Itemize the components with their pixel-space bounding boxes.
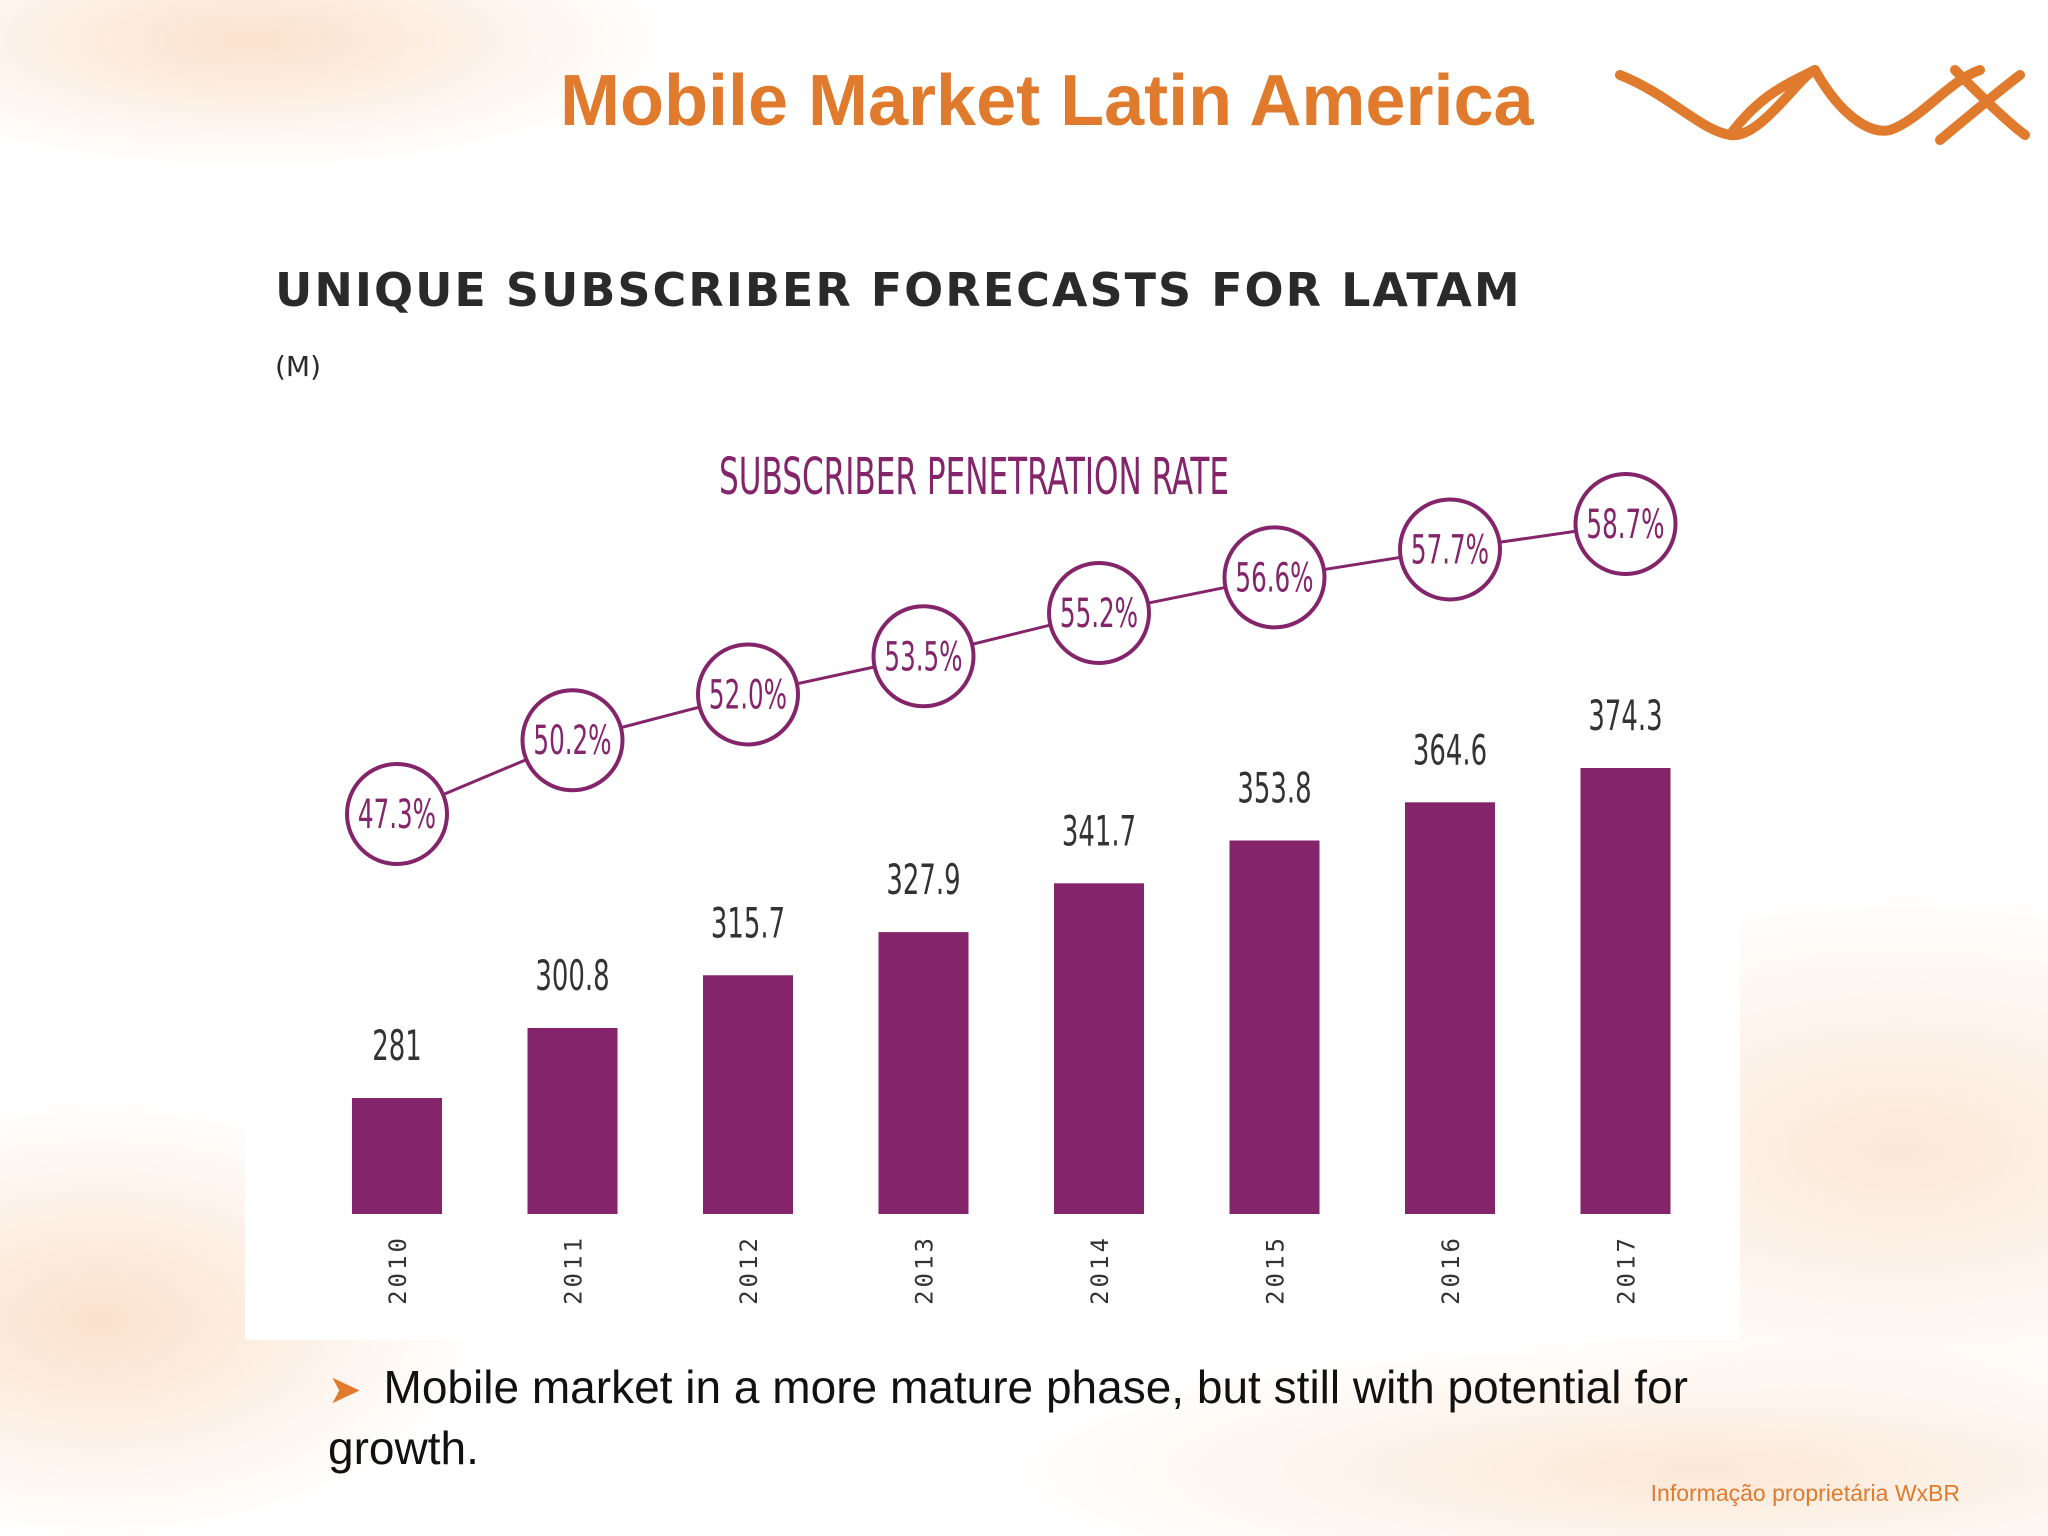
bar-2011 <box>527 1027 618 1214</box>
penetration-point <box>1398 497 1502 602</box>
x-tick-label: 2010 <box>384 1235 412 1305</box>
x-tick-label: 2017 <box>1613 1235 1641 1305</box>
penetration-label: 50.2% <box>533 718 611 765</box>
penetration-point <box>1222 525 1327 630</box>
arrow-bullet-icon: ➤ <box>328 1368 362 1412</box>
bar-2017 <box>1580 768 1671 1214</box>
x-tick-label: 2014 <box>1086 1235 1114 1305</box>
x-tick-label: 2016 <box>1437 1235 1465 1305</box>
slide-title: Mobile Market Latin America <box>560 61 1534 141</box>
bar-2012 <box>703 975 793 1214</box>
chart-title: UNIQUE SUBSCRIBER FORECASTS FOR LATAM <box>275 263 1522 317</box>
penetration-line-layer: 47.3% 50.2% 52.0% 53.5% 55.2% 56.6% 57.7% 58.7% <box>345 472 1678 866</box>
chart-unit: (M) <box>275 350 321 383</box>
bar-value-label: 364.6 <box>1413 727 1487 775</box>
x-tick-label: 2011 <box>560 1235 588 1305</box>
bar-2010 <box>352 1098 442 1214</box>
x-tick-label: 2012 <box>735 1235 763 1305</box>
bar-2013 <box>878 932 969 1214</box>
bar-value-label: 327.9 <box>886 857 960 905</box>
x-tick-label: 2015 <box>1262 1235 1290 1305</box>
penetration-label: 52.0% <box>709 672 787 719</box>
bar-value-label: 353.8 <box>1237 765 1311 813</box>
subscriber-chart: UNIQUE SUBSCRIBER FORECASTS FOR LATAM (M… <box>275 263 1678 1305</box>
penetration-point <box>345 762 449 866</box>
bars-layer: 281 2010 300.8 2011 315.7 2012 327.9 2013 341.7 2… <box>352 693 1671 1305</box>
bar-2015 <box>1229 840 1320 1214</box>
penetration-point <box>1047 561 1151 666</box>
x-tick-label: 2013 <box>911 1235 939 1305</box>
bar-value-label: 374.3 <box>1588 693 1662 741</box>
penetration-label: 56.6% <box>1235 555 1313 602</box>
penetration-point <box>1573 472 1678 576</box>
bar-2014 <box>1054 883 1144 1214</box>
penetration-point <box>696 642 800 747</box>
bar-value-label: 300.8 <box>535 953 609 1001</box>
bullet-point: ➤ Mobile market in a more mature phase, b… <box>328 1358 1688 1477</box>
wxbr-logo <box>1615 65 2030 145</box>
penetration-label: 57.7% <box>1411 527 1489 574</box>
footer-note: Informação proprietária WxBR <box>1650 1480 1960 1506</box>
penetration-label: 55.2% <box>1060 591 1138 638</box>
bar-value-label: 315.7 <box>711 900 785 948</box>
penetration-label: 53.5% <box>884 634 962 681</box>
bar-2016 <box>1405 802 1495 1214</box>
penetration-point <box>871 604 976 709</box>
bar-value-label: 341.7 <box>1062 808 1136 856</box>
penetration-rate-title: SUBSCRIBER PENETRATION RATE <box>719 449 1229 507</box>
penetration-label: 58.7% <box>1586 502 1664 549</box>
bar-value-label: 281 <box>372 1023 421 1071</box>
penetration-point <box>520 688 625 793</box>
penetration-label: 47.3% <box>358 792 436 839</box>
bullet-text: Mobile market in a more mature phase, bu… <box>328 1361 1688 1474</box>
